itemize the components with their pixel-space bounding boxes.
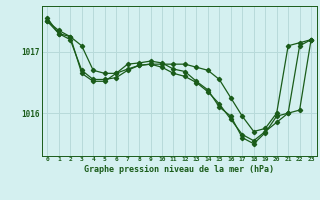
X-axis label: Graphe pression niveau de la mer (hPa): Graphe pression niveau de la mer (hPa) xyxy=(84,165,274,174)
